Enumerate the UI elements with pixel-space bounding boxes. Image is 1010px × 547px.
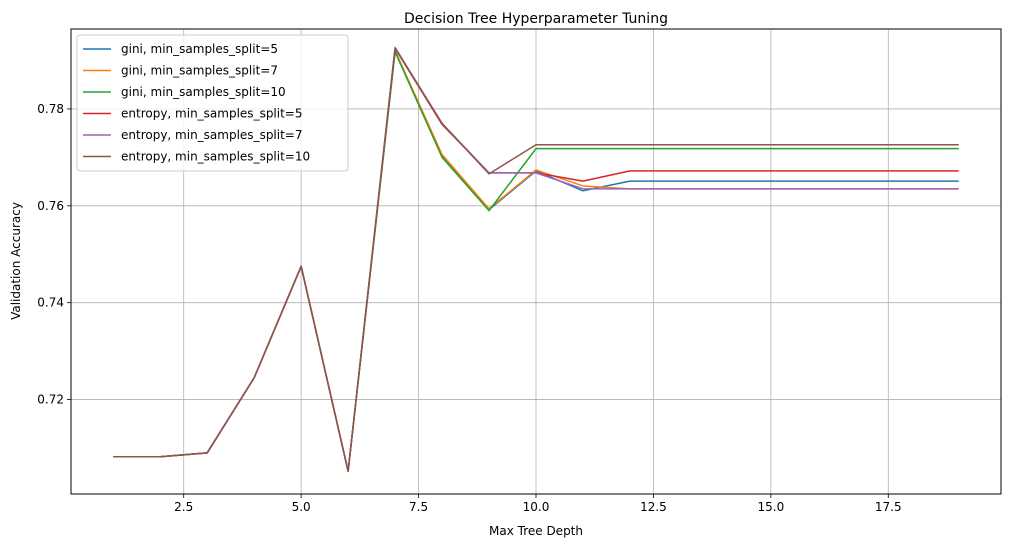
legend-box bbox=[76, 34, 349, 172]
legend-label: gini, min_samples_split=10 bbox=[121, 85, 286, 99]
x-axis: 2.5 5.0 7.5 10.0 12.5 15.0 17.5 bbox=[174, 494, 902, 514]
legend-label: gini, min_samples_split=7 bbox=[121, 64, 278, 78]
y-tick-label: 0.72 bbox=[37, 393, 64, 407]
x-tick-label: 15.0 bbox=[757, 500, 784, 514]
y-tick-label: 0.78 bbox=[37, 102, 64, 116]
legend-label: entropy, min_samples_split=7 bbox=[121, 128, 303, 142]
chart-title: Decision Tree Hyperparameter Tuning bbox=[404, 11, 668, 27]
x-tick-label: 10.0 bbox=[523, 500, 550, 514]
x-tick-label: 17.5 bbox=[875, 500, 902, 514]
x-tick-label: 12.5 bbox=[640, 500, 667, 514]
legend-label: entropy, min_samples_split=5 bbox=[121, 107, 303, 121]
legend: gini, min_samples_split=5 gini, min_sampl… bbox=[76, 34, 349, 172]
y-tick-label: 0.74 bbox=[37, 296, 64, 310]
legend-label: entropy, min_samples_split=10 bbox=[121, 150, 310, 164]
y-axis: 0.72 0.74 0.76 0.78 bbox=[37, 102, 71, 407]
y-axis-label: Validation Accuracy bbox=[9, 202, 23, 320]
legend-label: gini, min_samples_split=5 bbox=[121, 42, 278, 56]
y-tick-label: 0.76 bbox=[37, 199, 64, 213]
x-tick-label: 7.5 bbox=[409, 500, 428, 514]
series-line-6 bbox=[113, 47, 959, 472]
x-tick-label: 2.5 bbox=[174, 500, 193, 514]
series-layer bbox=[113, 46, 959, 472]
x-axis-label: Max Tree Depth bbox=[489, 524, 583, 538]
x-tick-label: 5.0 bbox=[292, 500, 311, 514]
